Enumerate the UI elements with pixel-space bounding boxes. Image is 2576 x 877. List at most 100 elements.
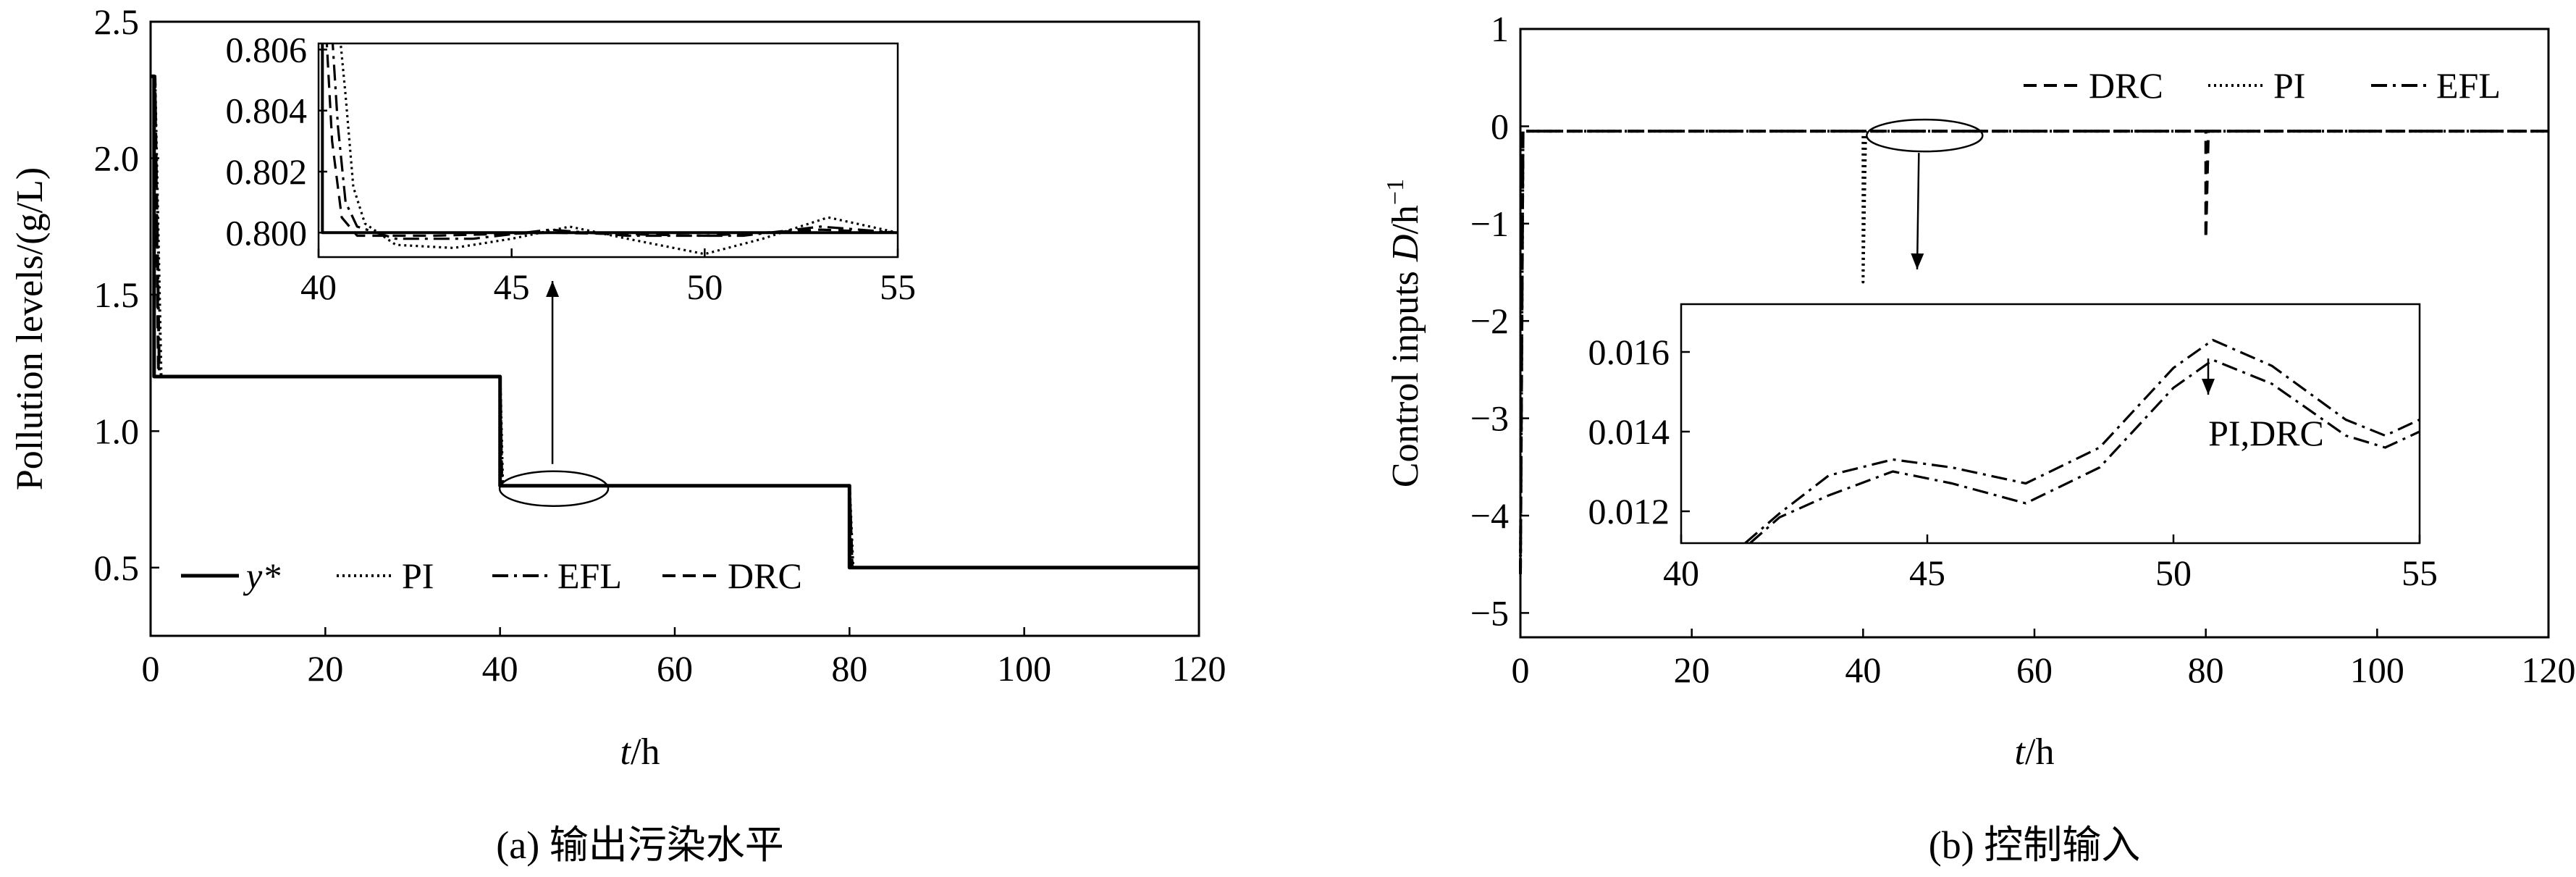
panel-b-y-axis-exponent: −1 (1382, 179, 1409, 205)
panel-b-y-axis-unit: /h (1385, 205, 1426, 234)
panel-b-x-ticks: 0 20 40 60 80 100 120 (1512, 629, 2576, 690)
panel-a-legend-label-drc: DRC (728, 555, 802, 596)
panel-b-legend-label-drc: DRC (2089, 65, 2163, 106)
panel-a-x-axis-symbol: t (620, 731, 632, 773)
panel-a-x-axis-label: t/h (620, 731, 660, 773)
panel-b-x-tick-label: 80 (2188, 650, 2224, 690)
panel-b-x-tick-label: 20 (1674, 650, 1710, 690)
panel-a-x-tick-label: 100 (997, 648, 1051, 689)
panel-b-inset-annotation-arrow-head (2202, 379, 2215, 395)
panel-b-y-axis-label: Control inputs D/h−1 (1382, 179, 1426, 487)
panel-a-inset-x-tick-label: 55 (880, 267, 916, 307)
panel-b-y-axis-prefix: Control inputs (1385, 261, 1426, 487)
panel-b-inset-annotation: PI,DRC (2208, 413, 2324, 453)
panel-b-zoom-arrow (1911, 153, 1924, 270)
panel-b-control-inputs: 0 20 40 60 80 100 120 1 0 −1 −2 −3 −4 −5 Control inp… (1382, 9, 2576, 867)
panel-a-inset-lines (321, 43, 898, 256)
panel-b-x-tick-label: 40 (1845, 650, 1881, 690)
panel-a-inset-y-tick-label: 0.800 (226, 212, 308, 253)
panel-b-series-pi (1519, 130, 2548, 574)
panel-a-inset-y-tick-label: 0.806 (226, 29, 308, 70)
panel-b-legend: DRC PI EFL (2024, 65, 2501, 106)
panel-b-y-tick-label: −5 (1470, 592, 1509, 633)
panel-b-x-axis-symbol: t (2015, 731, 2026, 773)
panel-b-inset-lines (1744, 338, 2420, 543)
panel-a-zoom-arrow (546, 281, 560, 464)
panel-a-inset-x-tick-label: 50 (686, 267, 723, 307)
panel-b-y-tick-label: 1 (1491, 9, 1509, 49)
panel-a-y-tick-label: 1.5 (94, 274, 140, 315)
panel-b-inset-series-pi-drc (1749, 358, 2420, 543)
panel-b-inset-background (1681, 304, 2420, 543)
panel-b-x-tick-label: 120 (2522, 650, 2576, 690)
panel-b-inset-x-tick-label: 40 (1663, 553, 1699, 593)
panel-b-x-axis-label: t/h (2015, 731, 2055, 773)
panel-a-x-tick-label: 20 (307, 648, 343, 689)
panel-b-inset-frame (1680, 303, 2421, 545)
panel-b-inset-y-tick-label: 0.014 (1588, 411, 1670, 452)
panel-b-y-tick-label: 0 (1491, 106, 1509, 146)
panel-a-x-axis-unit: /h (631, 731, 660, 773)
panel-a-caption: (a) 输出污染水平 (496, 823, 783, 867)
panel-b-x-axis-unit: /h (2025, 731, 2054, 773)
panel-b-x-tick-label: 0 (1512, 650, 1530, 690)
panel-b-y-tick-label: −3 (1470, 398, 1509, 439)
panel-b-inset-y-ticks: 0.012 0.014 0.016 (1588, 332, 1690, 532)
panel-b-legend-label-pi: PI (2273, 65, 2305, 106)
panel-a-y-tick-label: 2.0 (94, 138, 140, 178)
panel-a-x-tick-label: 60 (657, 648, 693, 689)
panel-b-inset: 40 45 50 55 0.012 0.014 0.016 PI,DRC (1588, 303, 2438, 593)
panel-a-x-tick-label: 0 (142, 648, 160, 689)
panel-a-series-drc (151, 75, 1199, 569)
panel-b-inset-y-tick-label: 0.016 (1588, 332, 1670, 372)
panel-b-inset-x-tick-label: 45 (1909, 553, 1945, 593)
panel-a-inset-frame (317, 42, 899, 259)
panel-b-inset-y-tick-label: 0.012 (1588, 491, 1670, 532)
panel-b-zoom-arrow-head (1911, 253, 1924, 269)
panel-b-y-ticks: 1 0 −1 −2 −3 −4 −5 (1470, 9, 1529, 633)
panel-a-inset: 40 45 50 55 0.800 0.802 0.804 0.806 (226, 29, 917, 307)
panel-b-inset-x-ticks: 40 45 50 55 (1663, 534, 2438, 593)
panel-a-y-axis-label: Pollution levels/(g/L) (9, 167, 51, 490)
panel-a-legend-label-y: y* (243, 555, 280, 596)
panel-b-inset-x-tick-label: 55 (2402, 553, 2438, 593)
panel-b-x-tick-label: 60 (2016, 650, 2053, 690)
panel-a-inset-series-y (321, 43, 898, 235)
panel-a-inset-series-pi (339, 43, 898, 256)
panel-b-y-tick-label: −4 (1470, 495, 1509, 536)
panel-a-legend-label-efl: EFL (557, 555, 622, 596)
panel-a-plot-area (151, 74, 1199, 570)
panel-a-inset-plot (321, 43, 898, 256)
panel-a-y-ticks: 0.5 1.0 1.5 2.0 2.5 (94, 1, 159, 588)
panel-a-inset-x-ticks: 40 45 50 55 (300, 248, 916, 307)
panel-b-caption: (b) 控制输入 (1929, 823, 2140, 867)
panel-a-legend: y* PI EFL DRC (181, 555, 802, 596)
panel-b-zoom-ellipse (1866, 118, 1984, 153)
panel-a-inset-y-tick-label: 0.804 (226, 91, 308, 131)
panel-a-inset-series-drc (325, 43, 898, 238)
panel-b-inset-x-tick-label: 50 (2155, 553, 2192, 593)
panel-a-x-ticks: 0 20 40 60 80 100 120 (142, 627, 1226, 689)
panel-b-zoom-arrow-shaft (1916, 153, 1920, 270)
panel-a-x-tick-label: 80 (831, 648, 867, 689)
panel-a-y-tick-label: 0.5 (94, 547, 140, 588)
panel-b-inset-annotation-arrow (2202, 358, 2215, 395)
panel-b-legend-label-efl: EFL (2436, 65, 2501, 106)
panel-b-y-axis-symbol: D (1385, 235, 1426, 263)
panel-a-zoom-arrow-head (546, 281, 560, 297)
panel-a-legend-label-pi: PI (402, 555, 434, 596)
panel-b-x-tick-label: 100 (2350, 650, 2404, 690)
panel-a-zoom-ellipse (498, 470, 610, 507)
panel-a-x-tick-label: 120 (1172, 648, 1226, 689)
panel-a-x-tick-label: 40 (482, 648, 518, 689)
panel-b-series-efl (1519, 130, 2548, 574)
panel-b-y-tick-label: −1 (1470, 203, 1509, 244)
panel-b-inset-plot (1744, 338, 2420, 543)
panel-b-plot-area (1519, 130, 2548, 574)
panel-a-inset-x-tick-label: 45 (494, 267, 530, 307)
panel-a-inset-y-ticks: 0.800 0.802 0.804 0.806 (226, 29, 327, 253)
panel-b-inset-series-efl (1744, 338, 2420, 543)
panel-a-output-pollution: 0 20 40 60 80 100 120 0.5 1.0 1.5 2.0 2.5 Pollutio… (9, 1, 1226, 867)
panel-a-y-tick-label: 1.0 (94, 411, 140, 451)
